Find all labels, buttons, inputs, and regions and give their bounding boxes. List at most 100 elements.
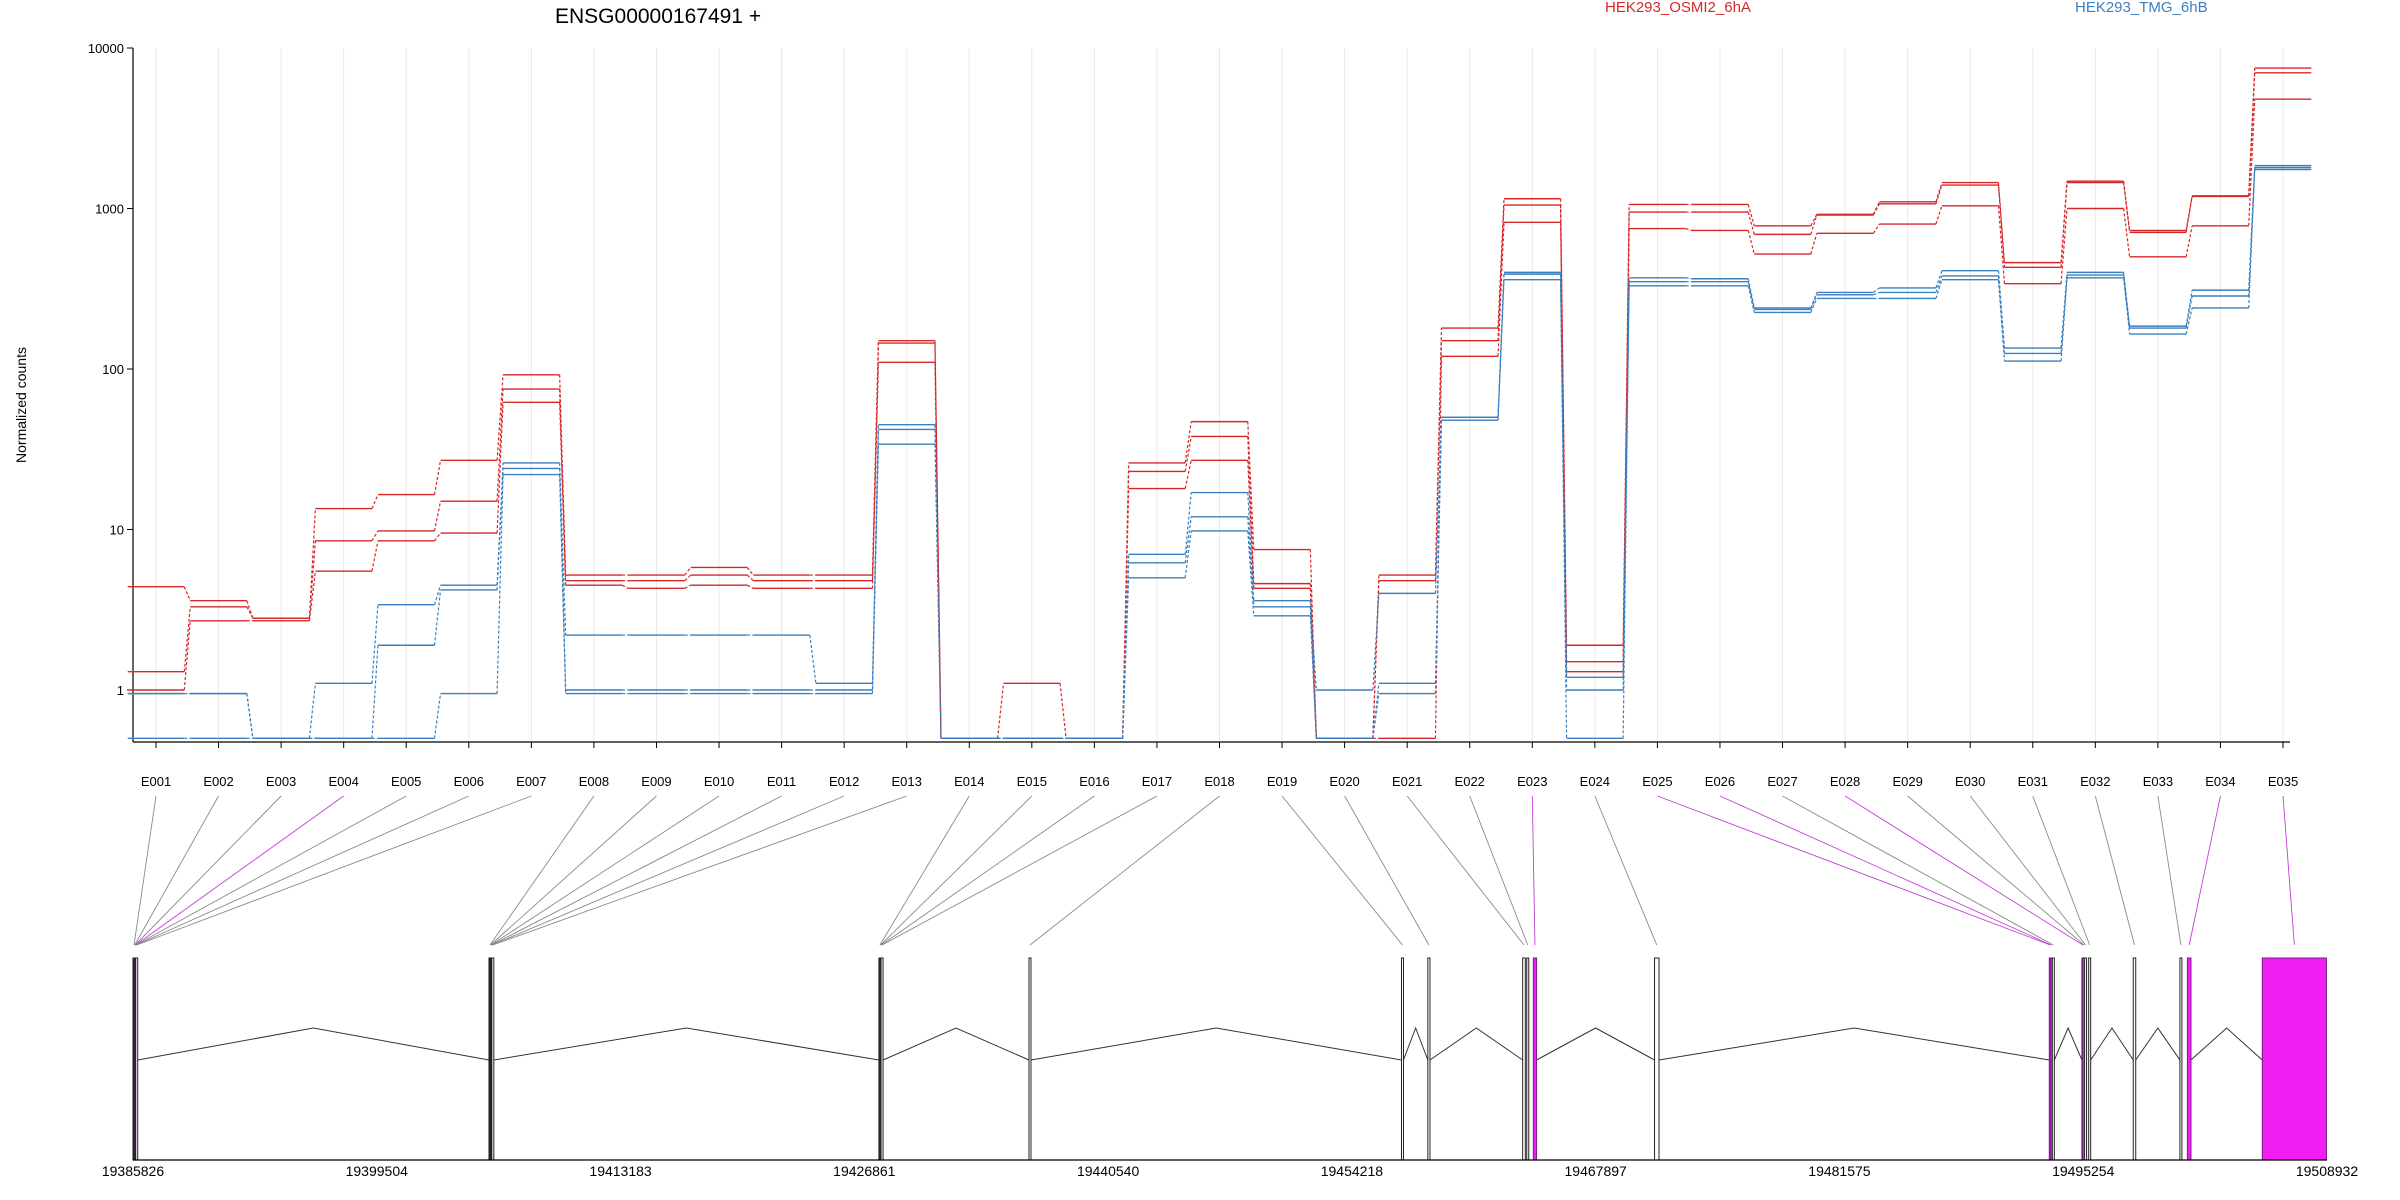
- exon-connector: [1969, 795, 2086, 946]
- series-transition: [496, 474, 504, 694]
- series-transition: [1685, 277, 1692, 280]
- exon-box: [2186, 957, 2192, 1161]
- series-transition: [1247, 460, 1255, 589]
- series-transition: [371, 645, 379, 739]
- series-transition: [747, 584, 754, 589]
- series-transition: [559, 462, 567, 636]
- series-transition: [1622, 285, 1630, 739]
- legend-label-tmg: HEK293_TMG_6hB: [2075, 0, 2208, 16]
- series-transition: [371, 530, 379, 542]
- series-transition: [2185, 307, 2193, 335]
- chart-title: ENSG00000167491 +: [555, 5, 761, 28]
- series-transition: [434, 532, 441, 542]
- exon-connector: [1344, 795, 1430, 946]
- series-transition: [1935, 184, 1943, 204]
- exon-box: [2132, 957, 2137, 1161]
- exon-connector-lines: [133, 795, 2295, 946]
- series-transition: [2123, 182, 2131, 233]
- series-transition: [1810, 214, 1818, 235]
- genomic-position-label: 19508932: [2296, 1163, 2359, 1179]
- series-transition: [1747, 230, 1755, 255]
- series-transition: [1497, 222, 1505, 357]
- exon-box: [1427, 957, 1431, 1161]
- series-transition: [1810, 214, 1818, 227]
- series-transition: [746, 567, 754, 576]
- exon-connector: [136, 795, 532, 946]
- series-transition: [433, 589, 442, 646]
- series-transition: [2185, 295, 2193, 329]
- exon-connector: [2282, 795, 2295, 946]
- series-transition: [1247, 516, 1255, 607]
- exon-connector: [1657, 795, 2051, 946]
- genomic-position-label: 19495254: [2052, 1163, 2115, 1179]
- series-transition: [371, 540, 379, 572]
- x-tick-label: E028: [1830, 774, 1860, 789]
- series-transition: [684, 567, 692, 576]
- series-transition: [1434, 420, 1443, 694]
- series-transition: [1810, 294, 1818, 310]
- exon-connector: [1782, 795, 2054, 946]
- x-tick-label: E030: [1955, 774, 1985, 789]
- series-transition: [433, 693, 442, 739]
- series-transition: [1997, 275, 2006, 354]
- series-transition: [183, 586, 191, 601]
- series-transition: [1247, 421, 1255, 550]
- series-transition: [871, 362, 880, 589]
- x-tick-label: E006: [454, 774, 484, 789]
- x-tick-label: E009: [641, 774, 671, 789]
- series-line-6: [127, 168, 2312, 740]
- series-transition: [1372, 593, 1380, 691]
- series-transition: [1247, 436, 1255, 584]
- series-transition: [2185, 196, 2193, 233]
- series-transition: [2060, 272, 2068, 349]
- series-transition: [1872, 223, 1880, 234]
- genomic-position-label: 19467897: [1565, 1163, 1628, 1179]
- exon-connector: [1844, 795, 2084, 946]
- x-tick-label: E022: [1455, 774, 1485, 789]
- series-transition: [371, 604, 379, 684]
- genomic-position-label: 19481575: [1808, 1163, 1871, 1179]
- x-tick-label: E015: [1017, 774, 1047, 789]
- series-transition: [1184, 436, 1192, 472]
- series-transition: [1309, 615, 1317, 739]
- exon-connector: [133, 795, 157, 946]
- series-transition: [1497, 279, 1505, 421]
- series-transition: [308, 508, 316, 619]
- gene-model-track: [132, 957, 2327, 1161]
- series-transition: [2123, 181, 2131, 231]
- x-tick-label: E032: [2080, 774, 2110, 789]
- exon-connector: [134, 795, 282, 946]
- series-transition: [433, 501, 442, 532]
- series-transition: [621, 584, 629, 589]
- exon-connector: [1029, 795, 1220, 946]
- x-tick-label: E008: [579, 774, 609, 789]
- exon-box: [1654, 957, 1660, 1161]
- intron-line: [1536, 1027, 1655, 1061]
- exon-connector: [492, 795, 907, 946]
- exon-connector: [136, 795, 469, 946]
- exon-box: [1522, 957, 1526, 1161]
- series-transition: [1685, 227, 1692, 232]
- series-transition: [2123, 274, 2131, 329]
- exon-connector: [2094, 795, 2135, 946]
- x-tick-label: E021: [1392, 774, 1422, 789]
- exon-connector: [2188, 795, 2221, 946]
- series-transition: [183, 606, 191, 672]
- legend-label-osmi2: HEK293_OSMI2_6hA: [1605, 0, 1751, 16]
- axes: 1 10 100 1000 10000: [88, 41, 2290, 743]
- x-tick-label: E029: [1892, 774, 1922, 789]
- series-transition: [1935, 275, 1943, 293]
- intron-line: [882, 1027, 1030, 1061]
- exon-connector: [2157, 795, 2182, 946]
- x-tick-label: E023: [1517, 774, 1547, 789]
- intron-line: [2053, 1026, 2083, 1061]
- series-transition: [2248, 99, 2256, 226]
- y-tick-label: 1: [117, 683, 124, 698]
- x-tick-label: E012: [829, 774, 859, 789]
- exon-connector: [489, 795, 595, 946]
- series-transition: [1122, 577, 1130, 739]
- x-tick-label: E002: [203, 774, 233, 789]
- genomic-position-label: 19454218: [1321, 1163, 1384, 1179]
- series-transition: [1059, 683, 1067, 739]
